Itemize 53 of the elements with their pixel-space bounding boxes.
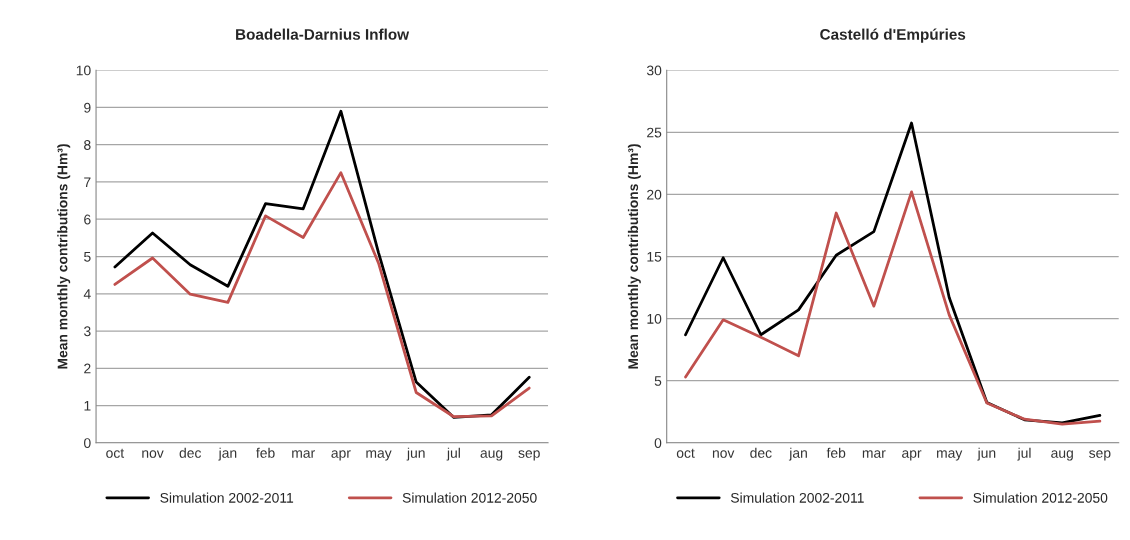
y-axis-title: Mean monthly contributions (Hm³) <box>57 144 71 369</box>
legend-label: Simulation 2002-2011 <box>730 492 864 503</box>
y-tick-label: 2 <box>84 363 91 374</box>
x-tick-label: nov <box>142 450 164 458</box>
y-tick-label: 4 <box>83 289 91 299</box>
x-tick-label: mar <box>292 450 315 458</box>
y-tick-label: 30 <box>646 65 662 76</box>
legend-label: Simulation 2002-2011 <box>160 492 294 503</box>
y-tick-label: 3 <box>83 326 91 337</box>
x-tick-label: apr <box>902 450 922 461</box>
x-tick-label: apr <box>331 450 351 461</box>
y-tick-label: 0 <box>84 438 91 448</box>
x-tick-label: sep <box>518 450 540 461</box>
x-tick-label: aug <box>480 450 503 461</box>
x-tick-label: dec <box>179 447 202 458</box>
chart-title: Castelló d'Empúries <box>820 28 966 43</box>
y-tick-label: 15 <box>647 251 662 262</box>
x-tick-label: jun <box>977 447 996 461</box>
x-tick-label: jan <box>218 447 237 461</box>
x-tick-label: oct <box>106 448 125 458</box>
y-tick-label: 5 <box>654 376 662 386</box>
x-tick-label: sep <box>1089 450 1111 461</box>
x-tick-label: nov <box>712 450 735 458</box>
x-tick-label: may <box>366 450 392 461</box>
y-tick-label: 9 <box>84 102 91 113</box>
y-tick-label: 25 <box>647 127 662 138</box>
chart-title: Boadella-Darnius Inflow <box>236 28 410 40</box>
line-series <box>113 171 531 419</box>
y-tick-label: 5 <box>84 251 91 262</box>
x-tick-label: may <box>937 450 963 461</box>
x-tick-label: jul <box>1017 447 1031 461</box>
y-tick-label: 1 <box>84 401 91 411</box>
y-tick-label: 10 <box>647 313 662 324</box>
x-tick-label: oct <box>676 448 695 458</box>
y-tick-label: 10 <box>76 65 91 76</box>
x-tick-label: jun <box>406 447 425 461</box>
x-tick-label: mar <box>862 450 886 458</box>
legend-label: Simulation 2012-2050 <box>973 492 1108 503</box>
x-tick-label: jan <box>788 447 807 461</box>
x-tick-label: aug <box>1051 450 1073 461</box>
x-tick-label: feb <box>256 447 275 458</box>
y-tick-label: 20 <box>647 189 662 200</box>
y-tick-label: 6 <box>84 214 91 225</box>
x-tick-label: feb <box>826 447 846 458</box>
line-series <box>113 109 531 419</box>
x-tick-label: jul <box>446 447 460 461</box>
x-tick-label: dec <box>750 447 772 458</box>
y-tick-label: 7 <box>84 177 91 188</box>
y-tick-label: 0 <box>654 438 662 448</box>
y-axis-title: Mean monthly contributions (Hm³) <box>627 144 641 369</box>
y-tick-label: 8 <box>84 140 91 150</box>
legend-label: Simulation 2012-2050 <box>402 492 537 503</box>
line-series <box>684 190 1102 426</box>
